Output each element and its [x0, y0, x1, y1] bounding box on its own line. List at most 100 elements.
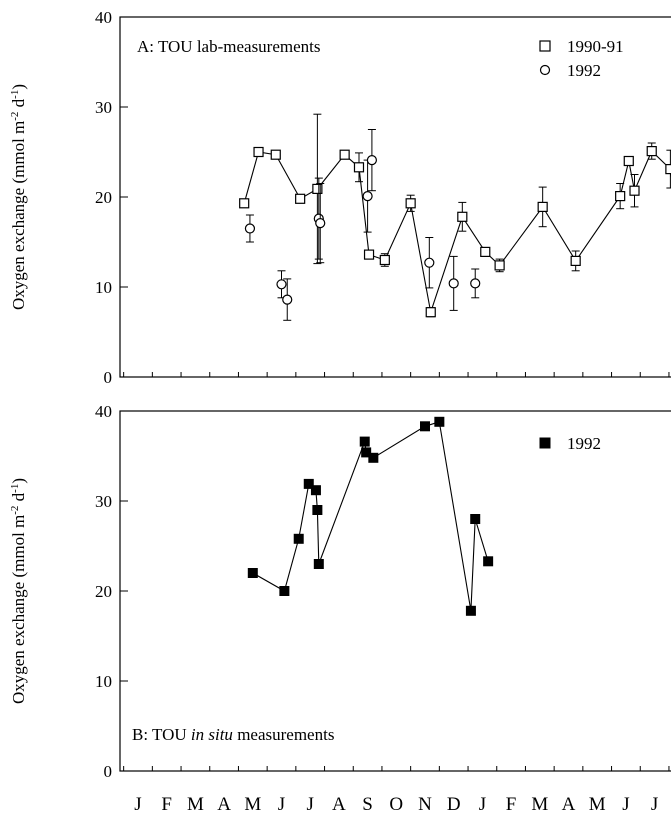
month-label: J: [651, 794, 658, 815]
y-tick-label: 30: [95, 492, 112, 511]
data-point-filled-square: [293, 533, 304, 544]
data-point-filled-square: [465, 605, 476, 616]
legend-open-circle-marker: [539, 64, 551, 76]
panel-a-x-ticks: [123, 372, 670, 377]
data-point-filled-square: [310, 485, 321, 496]
data-point-circle: [244, 223, 256, 234]
panel-b-frame: [119, 410, 671, 772]
data-point-circle: [470, 278, 481, 289]
panel-b-title: B: TOU in situ measurements: [132, 725, 334, 744]
data-point-circle: [366, 155, 378, 166]
data-point-filled-square: [313, 559, 324, 569]
month-label: F: [506, 794, 517, 815]
panel-b: B: TOU in situ measurements Oxygen excha…: [9, 402, 671, 781]
panel-a-legend: 1990-91 1992: [539, 37, 624, 80]
month-label: M: [244, 794, 261, 815]
data-point-circle: [424, 257, 435, 268]
data-point-filled-square: [434, 416, 445, 427]
x-axis-month-labels: JFMAMJJASONDJFMAMJJA: [134, 794, 658, 815]
data-point-open-square: [312, 183, 323, 194]
data-point-filled-square: [303, 478, 314, 489]
month-label: N: [418, 794, 432, 815]
month-label: O: [389, 794, 403, 815]
data-point-circle: [448, 278, 459, 289]
series-line: [243, 150, 671, 313]
data-point-open-square: [339, 149, 350, 160]
panel-b-y-ticks: 0 10 20 30 40: [95, 402, 128, 781]
data-point-circle: [282, 294, 293, 305]
data-point-open-square: [665, 164, 671, 175]
data-point-filled-square: [361, 447, 372, 458]
data-point-open-square: [537, 201, 548, 212]
data-point-open-square: [270, 149, 281, 160]
y-tick-label: 30: [95, 98, 112, 117]
data-point-open-square: [615, 191, 626, 202]
data-point-filled-square: [279, 586, 290, 596]
month-label: J: [134, 794, 141, 815]
svg-text:Oxygen exchange (mmol m-2 d-1): Oxygen exchange (mmol m-2 d-1): [9, 478, 28, 704]
panel-a-y-axis-label: Oxygen exchange (mmol m-2 d-1): [9, 84, 28, 310]
svg-text:Oxygen exchange (mmol m-2 d-1): Oxygen exchange (mmol m-2 d-1): [9, 84, 28, 310]
data-point-open-square: [405, 198, 416, 209]
data-point-filled-square: [483, 556, 494, 567]
data-point-open-square: [457, 211, 468, 222]
month-label: A: [217, 794, 231, 815]
panel-b-y-axis-label: Oxygen exchange (mmol m-2 d-1): [9, 478, 28, 704]
data-point-open-square: [239, 198, 250, 209]
month-label: S: [362, 794, 373, 815]
y-tick-label: 10: [95, 672, 112, 691]
data-point-filled-square: [247, 568, 258, 578]
y-tick-label: 40: [95, 8, 112, 27]
panel-a-marks: [239, 113, 671, 321]
month-label: D: [447, 794, 461, 815]
panel-b-marks: [247, 416, 494, 616]
y-tick-label: 40: [95, 402, 112, 421]
panel-a: A: TOU lab-measurements Oxygen exchange …: [9, 8, 671, 387]
month-label: M: [531, 794, 548, 815]
legend-label-1990-91: 1990-91: [567, 37, 624, 56]
y-tick-label: 20: [95, 188, 112, 207]
data-point-open-square: [480, 246, 491, 257]
data-point-open-square: [494, 260, 505, 271]
month-label: M: [589, 794, 606, 815]
data-point-filled-square: [420, 421, 430, 432]
month-label: F: [161, 794, 172, 815]
panel-b-legend: 1992: [539, 434, 601, 453]
legend-filled-square-marker: [539, 437, 551, 449]
data-point-circle: [315, 218, 326, 229]
month-label: J: [479, 794, 486, 815]
month-label: A: [562, 794, 576, 815]
panel-a-y-ticks: 0 10 20 30 40: [95, 8, 128, 387]
data-point-open-square: [253, 146, 264, 158]
y-tick-label: 10: [95, 278, 112, 297]
month-label: J: [278, 794, 285, 815]
month-label: J: [622, 794, 629, 815]
y-tick-label: 0: [104, 762, 113, 781]
legend-label-1992-a: 1992: [567, 61, 601, 80]
data-point-filled-square: [312, 505, 323, 515]
data-point-open-square: [379, 254, 390, 266]
data-point-open-square: [353, 162, 365, 173]
month-label: J: [306, 794, 313, 815]
data-point-open-square: [629, 185, 640, 196]
data-point-filled-square: [368, 452, 379, 463]
panel-b-x-ticks: [123, 766, 670, 771]
data-point-filled-square: [359, 436, 370, 447]
data-point-open-square: [425, 307, 436, 318]
data-point-open-square: [623, 155, 634, 167]
data-point-circle: [276, 279, 287, 290]
panel-a-title: A: TOU lab-measurements: [137, 37, 321, 56]
legend-label-1992-b: 1992: [567, 434, 601, 453]
month-label: A: [332, 794, 346, 815]
legend-open-square-marker: [539, 40, 551, 52]
data-point-open-square: [363, 249, 375, 260]
y-tick-label: 0: [104, 368, 113, 387]
y-tick-label: 20: [95, 582, 112, 601]
data-point-open-square: [646, 146, 657, 157]
data-point-open-square: [295, 193, 306, 204]
data-point-open-square: [570, 255, 581, 266]
month-label: M: [187, 794, 204, 815]
data-point-circle: [362, 191, 373, 202]
data-point-filled-square: [470, 514, 481, 524]
